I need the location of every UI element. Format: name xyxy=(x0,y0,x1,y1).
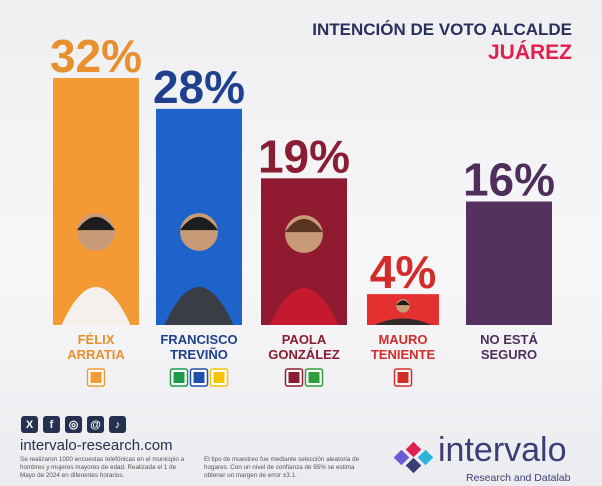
instagram-icon[interactable]: ◎ xyxy=(65,416,82,433)
tiktok-icon[interactable]: ♪ xyxy=(109,416,126,433)
party-logo-icon xyxy=(189,368,209,387)
website-link[interactable]: intervalo-research.com xyxy=(20,437,173,454)
category-label: ARRATIA xyxy=(67,347,125,362)
category-label: TENIENTE xyxy=(371,347,436,362)
brand-subtitle: Research and Datalab xyxy=(466,472,571,484)
category-label: MAURO xyxy=(378,332,427,347)
threads-icon[interactable]: @ xyxy=(87,416,104,433)
bar xyxy=(53,78,139,325)
party-logo-icon xyxy=(304,368,324,387)
candidate-photo xyxy=(164,213,234,325)
value-label: 16% xyxy=(463,154,555,206)
sampling-note: El tipo de muestreo fue mediante selecci… xyxy=(204,456,360,479)
category-label: TREVIÑO xyxy=(170,347,228,362)
category-label: SEGURO xyxy=(481,347,537,362)
logo-mark-icon xyxy=(417,449,434,466)
category-label: PAOLA xyxy=(282,332,327,347)
value-label: 4% xyxy=(370,246,436,298)
party-logo-icon xyxy=(284,368,304,387)
chart-title: INTENCIÓN DE VOTO ALCALDE xyxy=(312,20,572,39)
value-label: 28% xyxy=(153,61,245,113)
chart-subtitle: JUÁREZ xyxy=(487,41,572,64)
methodology-note: Se realizaron 1000 encuestas telefónicas… xyxy=(20,456,185,479)
party-logo-icon xyxy=(86,368,106,387)
bar xyxy=(466,201,552,325)
value-label: 32% xyxy=(50,30,142,82)
brand-logo: intervalo Research and Datalab xyxy=(388,431,588,484)
value-label: 19% xyxy=(258,130,350,182)
candidate-photo xyxy=(61,213,131,325)
category-label: NO ESTÁ xyxy=(480,332,538,347)
candidate-photo xyxy=(374,299,432,325)
category-label: FÉLIX xyxy=(78,332,115,347)
party-logo-icon xyxy=(169,368,189,387)
category-label: FRANCISCO xyxy=(160,332,237,347)
brand-name: intervalo xyxy=(438,431,567,469)
x-icon[interactable]: X xyxy=(21,416,38,433)
logo-mark-icon xyxy=(405,457,422,474)
candidate-photo xyxy=(269,215,339,325)
facebook-icon[interactable]: f xyxy=(43,416,60,433)
party-logo-icon xyxy=(209,368,229,387)
party-logo-icon xyxy=(393,368,413,387)
category-label: GONZÁLEZ xyxy=(268,347,340,362)
